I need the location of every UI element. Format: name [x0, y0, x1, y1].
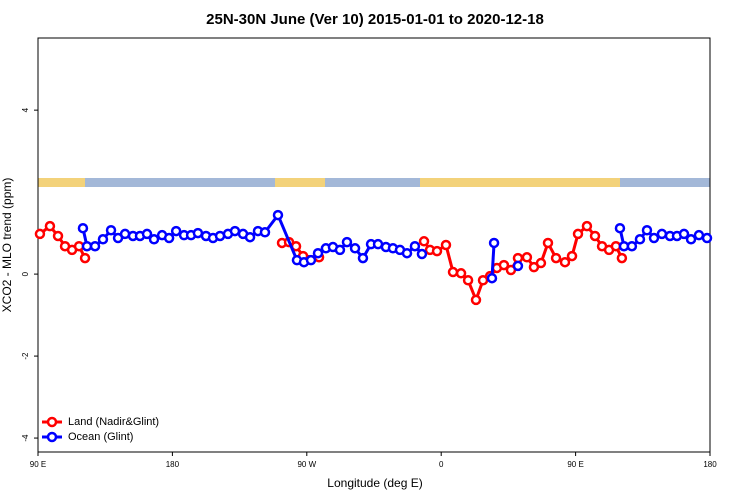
point — [656, 228, 668, 240]
x-tick-label: 90 W — [297, 460, 316, 469]
point — [550, 252, 562, 264]
land-band — [420, 178, 620, 187]
point — [589, 230, 601, 242]
point — [349, 243, 361, 254]
point — [701, 232, 713, 244]
ocean-band — [38, 178, 710, 187]
point — [626, 240, 638, 252]
y-axis-label: XCO2 - MLO trend (ppm) — [0, 178, 14, 313]
point — [559, 256, 571, 268]
land-band — [38, 178, 85, 187]
y-tick-label: 0 — [21, 271, 30, 276]
point — [431, 245, 443, 257]
point — [192, 227, 204, 239]
point — [648, 232, 660, 244]
y-tick-label: 4 — [21, 107, 30, 112]
point — [272, 209, 284, 221]
point — [357, 252, 369, 264]
point — [542, 237, 554, 249]
point — [462, 275, 474, 286]
point — [305, 254, 317, 266]
legend-label: Ocean (Glint) — [68, 431, 133, 443]
point — [163, 232, 175, 244]
chart-title: 25N-30N June (Ver 10) 2015-01-01 to 2020… — [206, 11, 544, 28]
legend-label: Land (Nadir&Glint) — [68, 416, 159, 428]
point — [512, 260, 524, 272]
point — [685, 234, 697, 245]
point — [581, 220, 593, 232]
point — [470, 294, 482, 306]
x-axis-label: Longitude (deg E) — [327, 476, 422, 490]
point — [572, 228, 584, 240]
x-tick-label: 90 E — [567, 460, 583, 469]
series-line — [490, 242, 496, 279]
point — [334, 244, 346, 256]
point — [229, 225, 241, 237]
point — [259, 227, 271, 238]
point — [148, 234, 160, 245]
point — [401, 247, 413, 259]
legend-marker — [46, 431, 58, 443]
point — [486, 272, 498, 284]
point — [312, 247, 324, 259]
point — [141, 228, 153, 240]
land-band — [275, 178, 325, 187]
point — [77, 222, 89, 234]
point — [521, 252, 533, 263]
point — [44, 220, 56, 232]
land-ocean-band — [38, 178, 710, 187]
plot-frame — [37, 37, 711, 453]
point — [409, 240, 421, 252]
point — [341, 236, 353, 248]
point — [535, 257, 547, 269]
point — [614, 222, 626, 234]
point — [641, 224, 653, 236]
point — [447, 266, 459, 278]
point — [498, 259, 510, 271]
point — [566, 250, 578, 262]
x-tick-label: 180 — [703, 460, 717, 469]
point — [34, 228, 46, 240]
y-tick-label: -2 — [21, 352, 30, 360]
x-tick-label: 180 — [166, 460, 180, 469]
point — [244, 231, 256, 243]
point — [418, 236, 430, 247]
point — [440, 239, 452, 251]
y-tick-label: -4 — [21, 434, 30, 442]
point — [634, 234, 646, 245]
point — [488, 237, 500, 249]
point — [89, 240, 101, 252]
point — [693, 229, 705, 241]
legend-marker — [46, 416, 58, 428]
point — [81, 240, 93, 252]
point — [170, 225, 182, 237]
point — [105, 224, 117, 236]
point — [455, 268, 467, 279]
point — [416, 248, 428, 260]
point — [52, 230, 64, 242]
point — [610, 240, 622, 252]
x-tick-label: 90 E — [30, 460, 46, 469]
point — [79, 252, 91, 264]
point — [616, 252, 628, 264]
x-tick-label: 0 — [439, 460, 444, 469]
point — [97, 234, 109, 245]
point — [678, 228, 690, 240]
